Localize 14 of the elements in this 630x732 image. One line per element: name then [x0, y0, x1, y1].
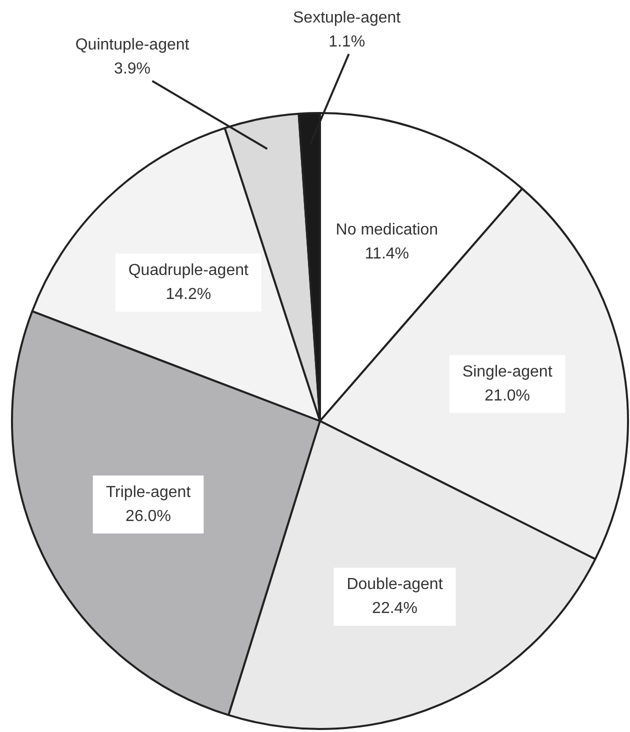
slice-label: Triple-agent — [106, 484, 192, 501]
slice-label: No medication — [336, 222, 438, 239]
data-label: 3.9% — [114, 60, 151, 78]
data-label: 14.2% — [166, 286, 212, 304]
data-label: 22.4% — [372, 600, 418, 618]
slice-label: Sextuple-agent — [292, 9, 402, 26]
data-label: 11.4% — [364, 246, 410, 263]
slice-label: Single-agent — [462, 363, 553, 380]
data-label: 1.1% — [328, 33, 366, 50]
data-label: 21.0% — [484, 387, 530, 404]
slice-label: Quintuple-agent — [75, 36, 190, 54]
data-label: 26.0% — [126, 508, 171, 525]
slice-label: Quadruple-agent — [128, 262, 249, 280]
slice-label: Double-agent — [346, 576, 444, 594]
